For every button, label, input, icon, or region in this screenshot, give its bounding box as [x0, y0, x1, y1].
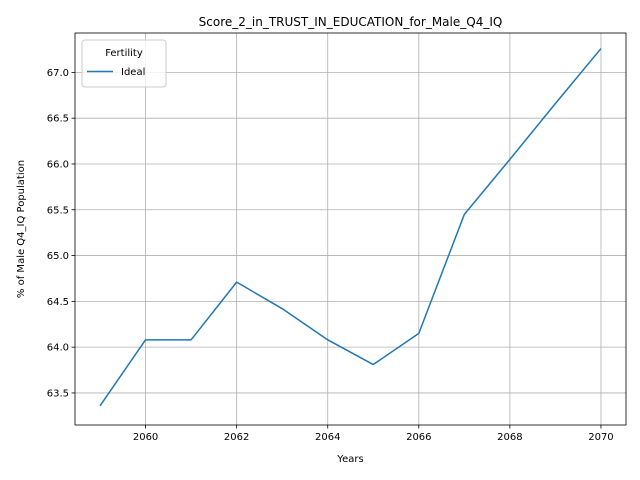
- legend-entry-label: Ideal: [121, 67, 145, 78]
- x-tick-label: 2060: [133, 432, 158, 443]
- y-tick-label: 64.5: [47, 297, 69, 308]
- x-tick-label: 2068: [497, 432, 522, 443]
- y-tick-label: 63.5: [47, 388, 69, 399]
- legend: Fertility Ideal: [81, 39, 167, 88]
- y-tick-label: 65.0: [47, 251, 69, 262]
- series-line: [99, 48, 602, 407]
- x-tick-label: 2062: [224, 432, 249, 443]
- y-tick-label: 64.0: [47, 343, 69, 354]
- y-tick-label: 65.5: [47, 205, 69, 216]
- y-tick-label: 66.0: [47, 159, 69, 170]
- chart-title: Score_2_in_TRUST_IN_EDUCATION_for_Male_Q…: [199, 15, 503, 29]
- series-layer: [99, 48, 602, 407]
- legend-entries: Ideal: [87, 67, 145, 78]
- grid: [75, 33, 626, 425]
- legend-title: Fertility: [105, 48, 143, 59]
- y-axis-ticks: 63.5 64.0 64.5 65.0 65.5 66.0 66.5 67.0: [47, 68, 75, 399]
- y-tick-label: 67.0: [47, 68, 69, 79]
- y-axis-label: % of Male Q4_IQ Population: [16, 160, 27, 298]
- y-tick-label: 66.5: [47, 114, 69, 125]
- plot-frame: [74, 32, 627, 426]
- x-tick-label: 2066: [406, 432, 431, 443]
- x-tick-label: 2070: [588, 432, 613, 443]
- x-axis-ticks: 2060 2062 2064 2066 2068 2070: [133, 425, 614, 443]
- legend-box: [81, 39, 167, 88]
- x-axis-label: Years: [336, 454, 363, 465]
- x-tick-label: 2064: [315, 432, 340, 443]
